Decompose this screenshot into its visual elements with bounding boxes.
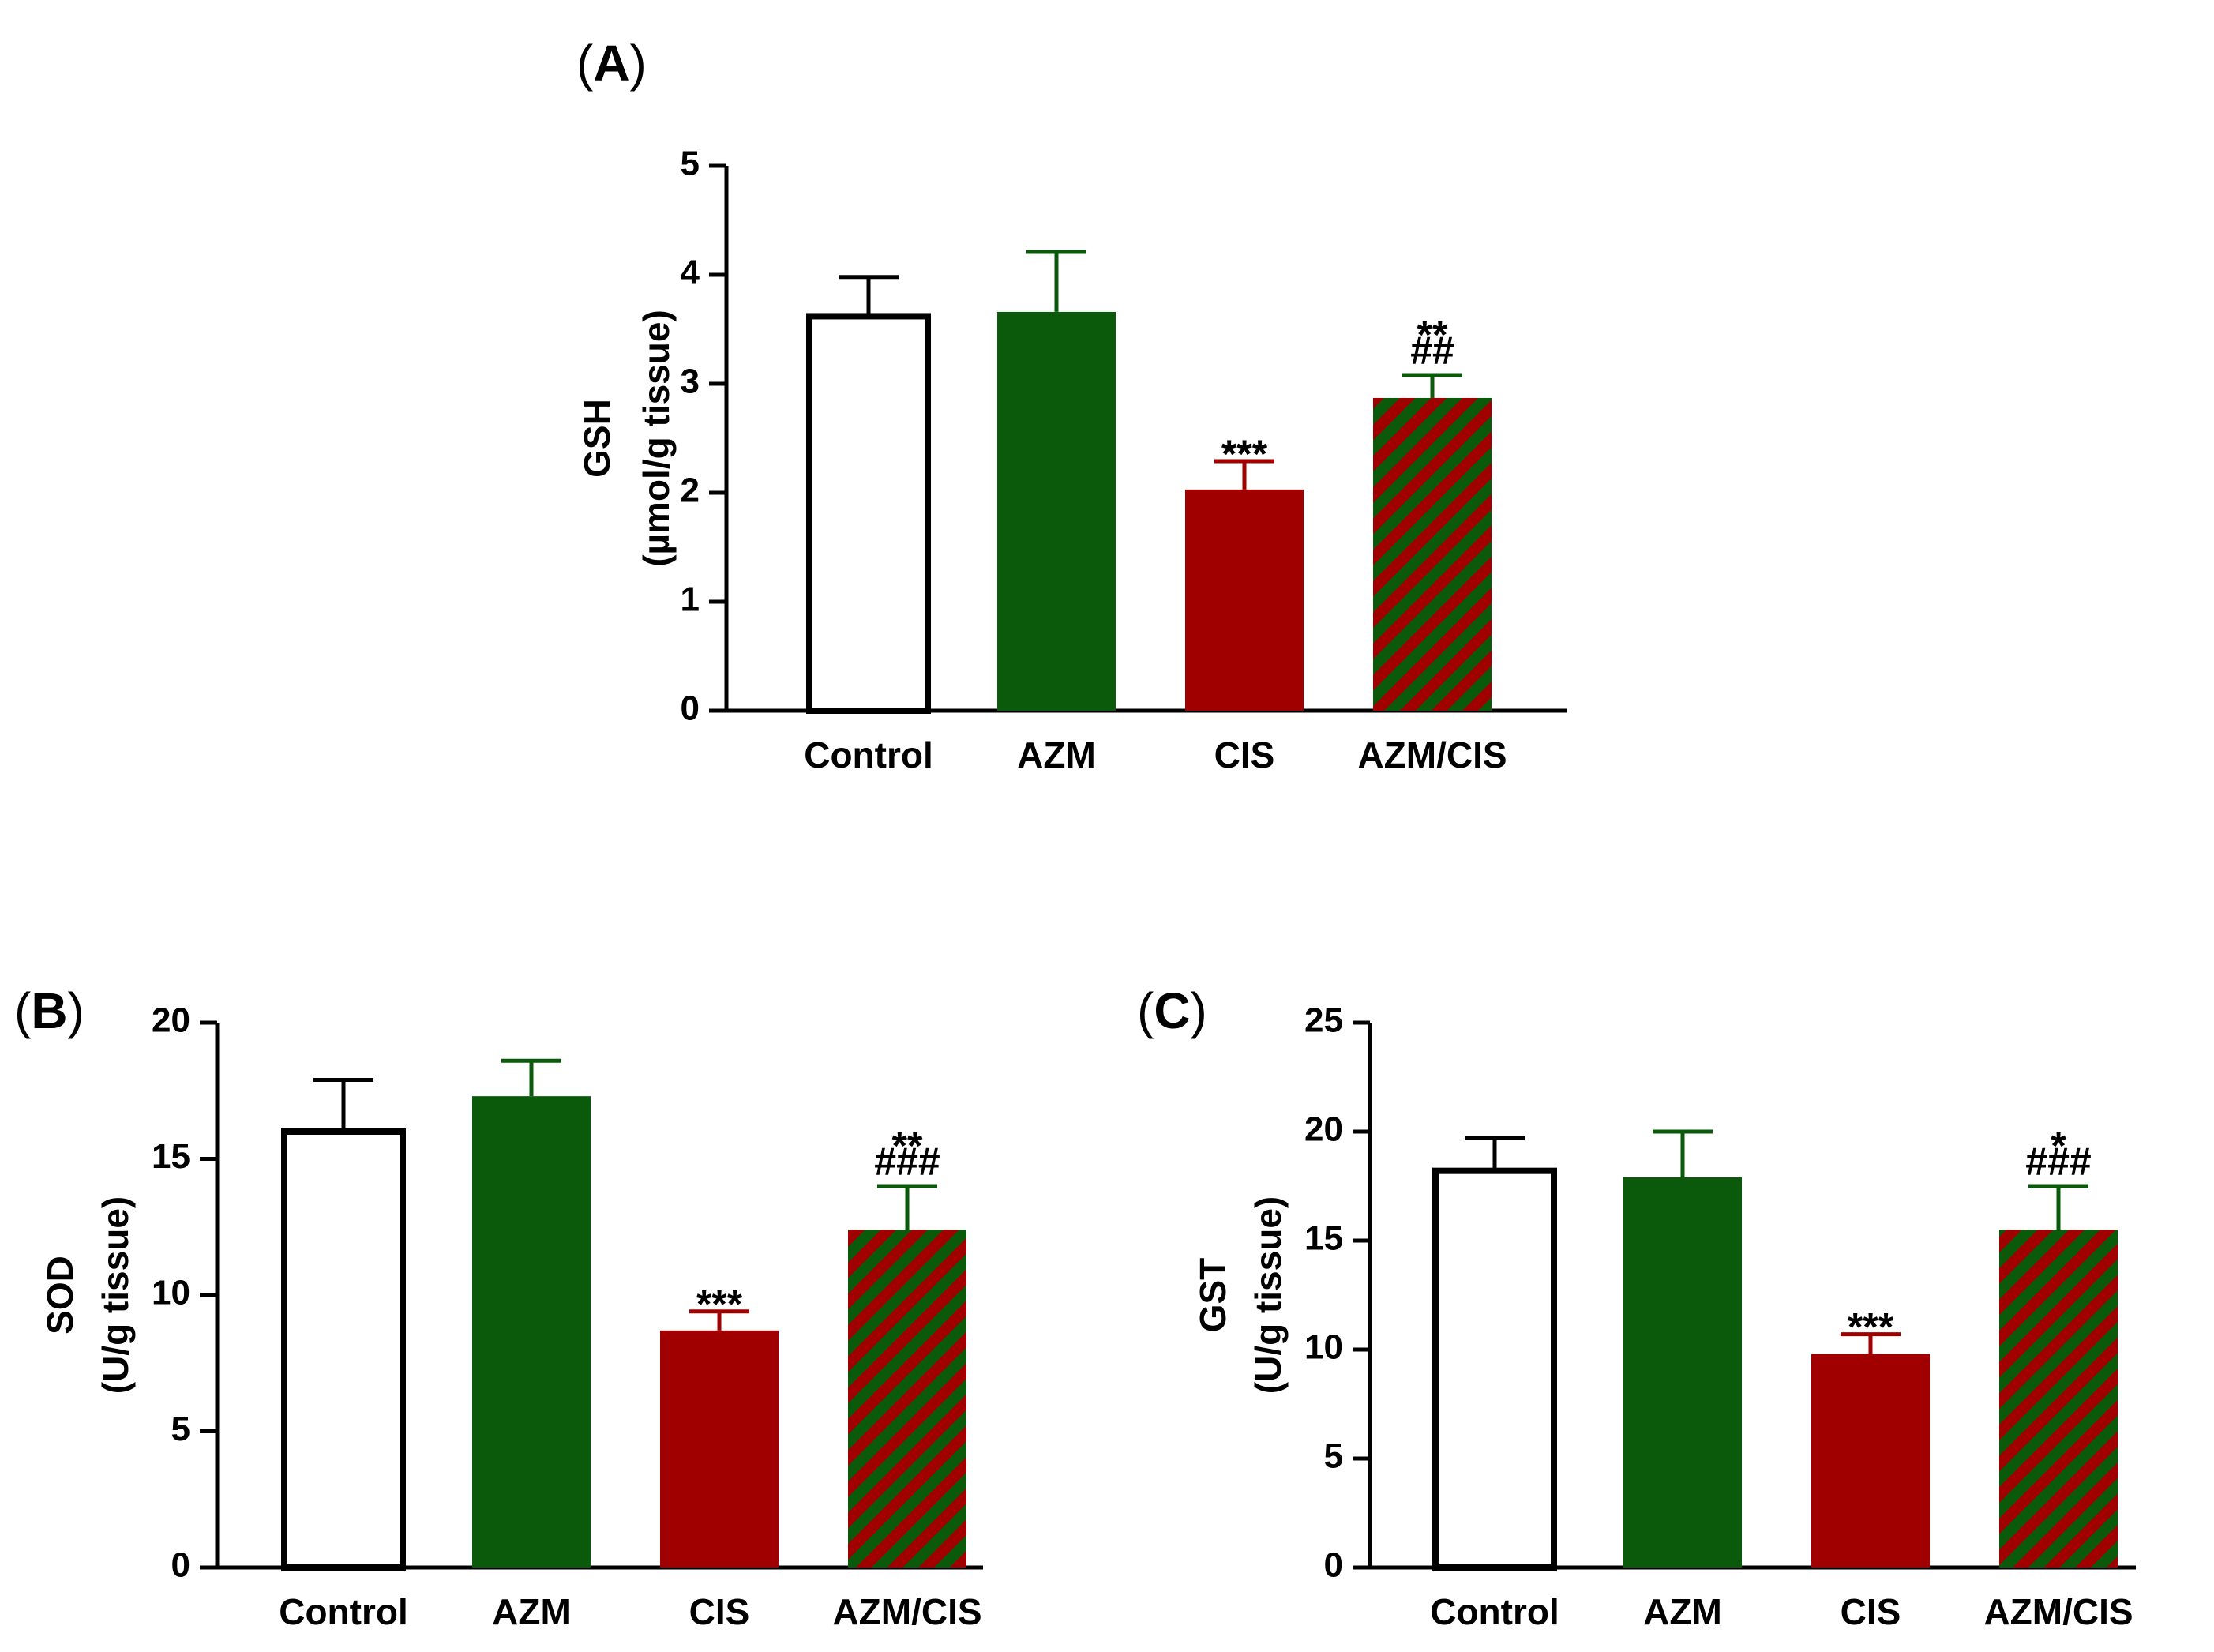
x-tick-label: AZM	[1017, 734, 1096, 775]
panel-label: (A)	[576, 35, 647, 92]
x-tick-label: CIS	[689, 1591, 750, 1632]
y-tick-label: 10	[1304, 1328, 1343, 1367]
y-axis-unit: (µmol/g tissue)	[636, 310, 677, 567]
bar-azm-cis	[848, 1230, 966, 1568]
y-axis-unit: (U/g tissue)	[1248, 1196, 1289, 1394]
y-tick-label: 3	[681, 362, 700, 401]
y-axis-unit: (U/g tissue)	[95, 1196, 136, 1394]
bar-azm-cis	[1373, 397, 1492, 711]
bar-control	[281, 1128, 406, 1571]
bar-cis	[1811, 1354, 1930, 1568]
bar-cis	[1185, 489, 1304, 711]
x-tick-label: AZM	[1643, 1591, 1722, 1632]
panel-label: (B)	[14, 982, 84, 1039]
y-tick-label: 20	[152, 1001, 190, 1040]
x-tick-label: Control	[279, 1591, 408, 1632]
panel-b: (B) 0 5 10 15 20 SOD (U/g tissue) Control AZM *** C…	[14, 982, 983, 1632]
bar-control	[806, 313, 931, 714]
bar-azm	[1623, 1177, 1742, 1568]
y-tick-label: 10	[152, 1274, 190, 1312]
bar-azm	[997, 311, 1116, 711]
significance-stars: ***	[696, 1282, 743, 1327]
y-tick-label: 15	[1304, 1219, 1343, 1258]
y-tick-label: 2	[681, 471, 700, 510]
significance-stars: ***	[1221, 432, 1268, 476]
y-axis-title: SOD	[39, 1256, 81, 1335]
significance-stars: **	[892, 1124, 923, 1168]
y-axis-title: GSH	[576, 399, 617, 478]
y-tick-label: 5	[171, 1410, 190, 1448]
y-axis-title: GST	[1192, 1258, 1233, 1333]
y-tick-label: 0	[681, 689, 700, 728]
y-tick-label: 4	[681, 253, 700, 292]
bar-azm	[472, 1096, 591, 1568]
significance-stars: **	[1417, 313, 1448, 357]
x-tick-label: AZM/CIS	[832, 1591, 981, 1632]
y-tick-label: 15	[152, 1137, 190, 1176]
y-tick-label: 0	[171, 1546, 190, 1585]
x-tick-label: AZM/CIS	[1983, 1591, 2133, 1632]
significance-hash: ##	[1410, 329, 1454, 373]
y-tick-label: 1	[681, 580, 700, 619]
bar-cis	[660, 1330, 779, 1568]
y-tick-label: 5	[681, 145, 700, 183]
significance-hash: ###	[2025, 1140, 2091, 1184]
x-tick-label: AZM	[492, 1591, 571, 1632]
x-tick-label: AZM/CIS	[1357, 734, 1507, 775]
x-tick-label: Control	[804, 734, 933, 775]
x-tick-label: CIS	[1841, 1591, 1901, 1632]
y-tick-label: 25	[1304, 1001, 1343, 1040]
y-tick-label: 20	[1304, 1110, 1343, 1149]
panel-label: (C)	[1137, 982, 1207, 1039]
significance-stars: ***	[1848, 1305, 1894, 1350]
significance-hash: ###	[874, 1140, 940, 1184]
y-tick-label: 5	[1324, 1437, 1343, 1476]
significance-stars: *	[2051, 1124, 2066, 1168]
x-tick-label: Control	[1430, 1591, 1559, 1632]
y-tick-label: 0	[1324, 1546, 1343, 1585]
bar-control	[1432, 1167, 1557, 1571]
x-tick-label: CIS	[1214, 734, 1275, 775]
bar-azm-cis	[1999, 1230, 2118, 1568]
